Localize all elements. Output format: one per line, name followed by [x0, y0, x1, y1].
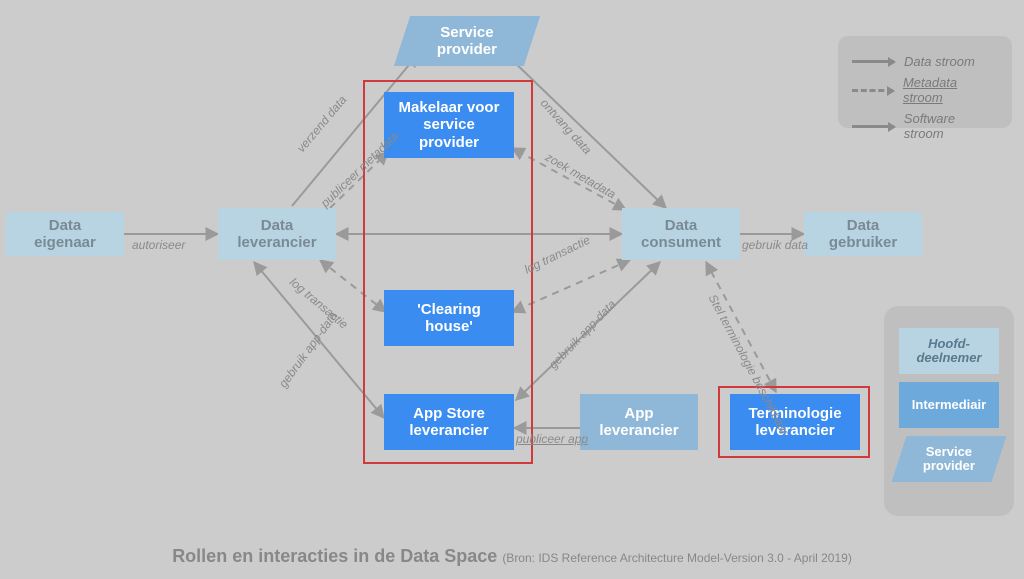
legend-roles: Hoofd-deelnemer Intermediair Service pro…: [884, 306, 1014, 516]
node-label: App Store leverancier: [394, 405, 504, 440]
node-app-leverancier: App leverancier: [580, 394, 698, 450]
node-data-leverancier: Data leverancier: [218, 208, 336, 260]
node-label: App leverancier: [590, 405, 688, 440]
legend-row-software-stroom: Software stroom: [852, 111, 998, 141]
title-source: (Bron: IDS Reference Architecture Model-…: [502, 551, 852, 565]
legend-chip-hoofddeelnemer: Hoofd-deelnemer: [899, 328, 999, 374]
edge-label-gebruik_app_l: gebruik app-data: [276, 309, 340, 390]
node-label: 'Clearing house': [394, 301, 504, 336]
node-service-provider: Service provider: [394, 16, 540, 66]
diagram-canvas: Data eigenaar Data leverancier Data cons…: [0, 0, 1024, 579]
node-label: Makelaar voor service provider: [394, 99, 504, 151]
diagram-title: Rollen en interacties in de Data Space (…: [0, 546, 1024, 567]
node-data-eigenaar: Data eigenaar: [6, 212, 124, 256]
node-label: Terminologie leverancier: [740, 405, 850, 440]
node-app-store-leverancier: App Store leverancier: [384, 394, 514, 450]
node-terminologie-leverancier: Terminologie leverancier: [730, 394, 860, 450]
legend-arrow-dashed-icon: [852, 89, 893, 92]
node-label: Service provider: [412, 24, 522, 59]
edge-label-verzend_data: verzend data: [294, 93, 349, 155]
title-text: Rollen en interacties in de Data Space: [172, 546, 497, 566]
legend-arrow-solid-icon: [852, 60, 894, 63]
edge-label-gebruik_data: gebruik data: [742, 238, 808, 252]
legend-chip-label: Service provider: [899, 445, 999, 474]
node-data-consument: Data consument: [622, 208, 740, 260]
legend-chip-intermediair: Intermediair: [899, 382, 999, 428]
legend-label: Metadata stroom: [903, 75, 998, 105]
edge-label-gebruik_app_r: gebruik app-data: [546, 297, 619, 372]
node-clearing-house: 'Clearing house': [384, 290, 514, 346]
edge-label-publiceer_app: publiceer app: [516, 432, 588, 446]
legend-label: Software stroom: [904, 111, 998, 141]
node-label: Data leverancier: [228, 217, 326, 252]
edge-label-zoek_meta: zoek metadata: [543, 150, 618, 201]
edge-label-ontvang_data: ontvang data: [538, 96, 595, 157]
edge-label-autoriseer: autoriseer: [132, 238, 185, 252]
node-data-gebruiker: Data gebruiker: [804, 212, 922, 256]
legend-flows: Data stroom Metadata stroom Software str…: [838, 36, 1012, 128]
legend-row-metadata-stroom: Metadata stroom: [852, 75, 998, 105]
legend-chip-label: Hoofd-deelnemer: [899, 337, 999, 366]
edge-stel_terminologie: [706, 262, 776, 392]
node-label: Data consument: [632, 217, 730, 252]
legend-chip-label: Intermediair: [912, 398, 986, 412]
legend-row-data-stroom: Data stroom: [852, 54, 998, 69]
legend-arrow-solid-icon: [852, 125, 894, 128]
node-label: Data eigenaar: [16, 217, 114, 252]
node-label: Data gebruiker: [814, 217, 912, 252]
legend-chip-service-provider: Service provider: [892, 436, 1007, 482]
node-makelaar: Makelaar voor service provider: [384, 92, 514, 158]
legend-label: Data stroom: [904, 54, 975, 69]
